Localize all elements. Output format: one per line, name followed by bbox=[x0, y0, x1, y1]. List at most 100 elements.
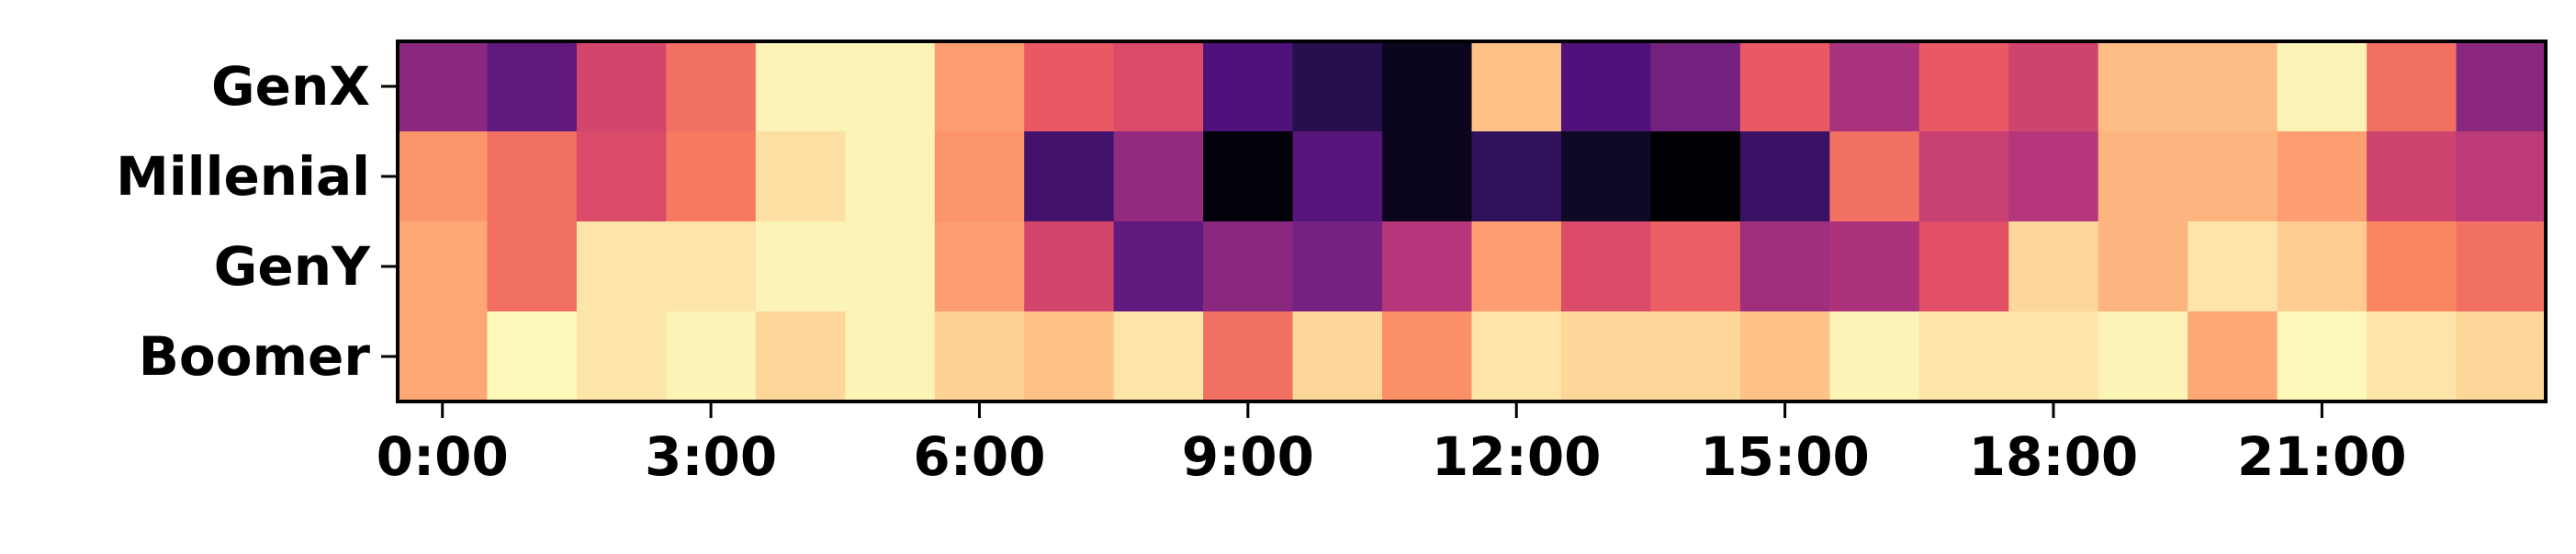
heatmap-cell bbox=[1113, 221, 1204, 312]
heatmap-cell bbox=[1471, 131, 1562, 222]
heatmap-cell bbox=[1024, 221, 1115, 312]
x-tick-label: 6:00 bbox=[913, 425, 1045, 488]
x-tick-label: 21:00 bbox=[2237, 425, 2407, 488]
heatmap-cell bbox=[576, 131, 667, 222]
heatmap-cell bbox=[1382, 311, 1473, 402]
heatmap-cell bbox=[1739, 221, 1830, 312]
heatmap-cell bbox=[1024, 41, 1115, 132]
heatmap-cell bbox=[1560, 131, 1652, 222]
heatmap-cell bbox=[1739, 41, 1830, 132]
heatmap-cell bbox=[487, 311, 578, 402]
heatmap-cell bbox=[1113, 41, 1204, 132]
heatmap-cell bbox=[1292, 311, 1383, 402]
heatmap-cell bbox=[398, 311, 489, 402]
heatmap-cell bbox=[2188, 131, 2278, 222]
heatmap-cell bbox=[1203, 41, 1294, 132]
heatmap-cell bbox=[1024, 311, 1115, 402]
heatmap-cell bbox=[1918, 131, 2009, 222]
heatmap-cell bbox=[845, 41, 936, 132]
heatmap-cell bbox=[2367, 221, 2458, 312]
heatmap-cell bbox=[1382, 221, 1473, 312]
x-tick-label: 9:00 bbox=[1182, 425, 1314, 488]
heatmap-cell bbox=[1650, 311, 1741, 402]
heatmap-cell bbox=[1292, 221, 1383, 312]
heatmap-cell bbox=[2277, 311, 2368, 402]
heatmap-cell bbox=[1203, 311, 1294, 402]
y-tick-label: Boomer bbox=[139, 325, 371, 388]
heatmap-cell bbox=[1829, 131, 1920, 222]
heatmap-cell bbox=[576, 41, 667, 132]
heatmap-cell bbox=[1113, 131, 1204, 222]
heatmap-cell bbox=[1918, 221, 2009, 312]
heatmap-cell bbox=[1203, 131, 1294, 222]
heatmap-cell bbox=[2456, 41, 2547, 132]
heatmap-cell bbox=[2008, 131, 2099, 222]
heatmap-cell bbox=[2367, 41, 2458, 132]
y-axis: GenX Millenial GenY Boomer bbox=[116, 55, 398, 388]
heatmap-cell bbox=[1471, 41, 1562, 132]
heatmap-cell bbox=[1560, 41, 1652, 132]
heatmap-cell bbox=[1739, 311, 1830, 402]
heatmap-cell bbox=[666, 311, 757, 402]
heatmap-cell bbox=[398, 221, 489, 312]
heatmap-cell bbox=[487, 221, 578, 312]
heatmap-cell bbox=[1650, 131, 1741, 222]
heatmap-cell bbox=[1382, 41, 1473, 132]
heatmap-cell bbox=[576, 221, 667, 312]
heatmap-cell bbox=[2008, 221, 2099, 312]
heatmap-cell bbox=[1560, 311, 1652, 402]
heatmap-cell bbox=[398, 41, 489, 132]
heatmap-cell bbox=[1829, 221, 1920, 312]
heatmap-cell bbox=[1739, 131, 1830, 222]
heatmap-cell bbox=[398, 131, 489, 222]
heatmap-cell bbox=[1292, 131, 1383, 222]
heatmap-cell bbox=[2008, 41, 2099, 132]
heatmap-cell bbox=[845, 131, 936, 222]
heatmap-cell bbox=[1113, 311, 1204, 402]
heatmap-cell bbox=[934, 41, 1025, 132]
x-axis: 0:00 3:00 6:00 9:00 12:00 15:00 18:00 21:00 bbox=[377, 401, 2407, 488]
heatmap-cell bbox=[576, 311, 667, 402]
heatmap-cell bbox=[2188, 41, 2278, 132]
heatmap-cell bbox=[845, 311, 936, 402]
heatmap-cell bbox=[1918, 41, 2009, 132]
heatmap-cell bbox=[1471, 221, 1562, 312]
heatmap-cells bbox=[398, 41, 2547, 402]
x-tick-label: 0:00 bbox=[377, 425, 509, 488]
heatmap-cell bbox=[2367, 311, 2458, 402]
y-tick-label: Millenial bbox=[116, 145, 370, 208]
heatmap-cell bbox=[487, 41, 578, 132]
heatmap-cell bbox=[1560, 221, 1652, 312]
heatmap-cell bbox=[1382, 131, 1473, 222]
x-tick-label: 15:00 bbox=[1700, 425, 1870, 488]
heatmap-cell bbox=[2188, 311, 2278, 402]
heatmap-cell bbox=[845, 221, 936, 312]
heatmap-cell bbox=[1650, 41, 1741, 132]
heatmap-cell bbox=[755, 221, 846, 312]
heatmap-cell bbox=[1829, 41, 1920, 132]
x-tick-label: 18:00 bbox=[1969, 425, 2139, 488]
heatmap-cell bbox=[934, 311, 1025, 402]
heatmap-cell bbox=[2456, 311, 2547, 402]
heatmap-cell bbox=[2277, 131, 2368, 222]
plot-frame bbox=[396, 40, 2548, 403]
heatmap-cell bbox=[2098, 41, 2188, 132]
x-tick-label: 12:00 bbox=[1432, 425, 1602, 488]
heatmap-cell bbox=[2188, 221, 2278, 312]
heatmap-cell bbox=[2456, 131, 2547, 222]
heatmap-cell bbox=[666, 41, 757, 132]
x-tick-label: 3:00 bbox=[645, 425, 777, 488]
heatmap-cell bbox=[2098, 221, 2188, 312]
heatmap-cell bbox=[2008, 311, 2099, 402]
heatmap-cell bbox=[755, 311, 846, 402]
heatmap-cell bbox=[1203, 221, 1294, 312]
heatmap-cell bbox=[2098, 131, 2188, 222]
heatmap-cell bbox=[1292, 41, 1383, 132]
heatmap-cell bbox=[2277, 41, 2368, 132]
heatmap-cell bbox=[1829, 311, 1920, 402]
heatmap-cell bbox=[2456, 221, 2547, 312]
heatmap-cell bbox=[666, 131, 757, 222]
heatmap-cell bbox=[934, 131, 1025, 222]
heatmap-cell bbox=[1471, 311, 1562, 402]
